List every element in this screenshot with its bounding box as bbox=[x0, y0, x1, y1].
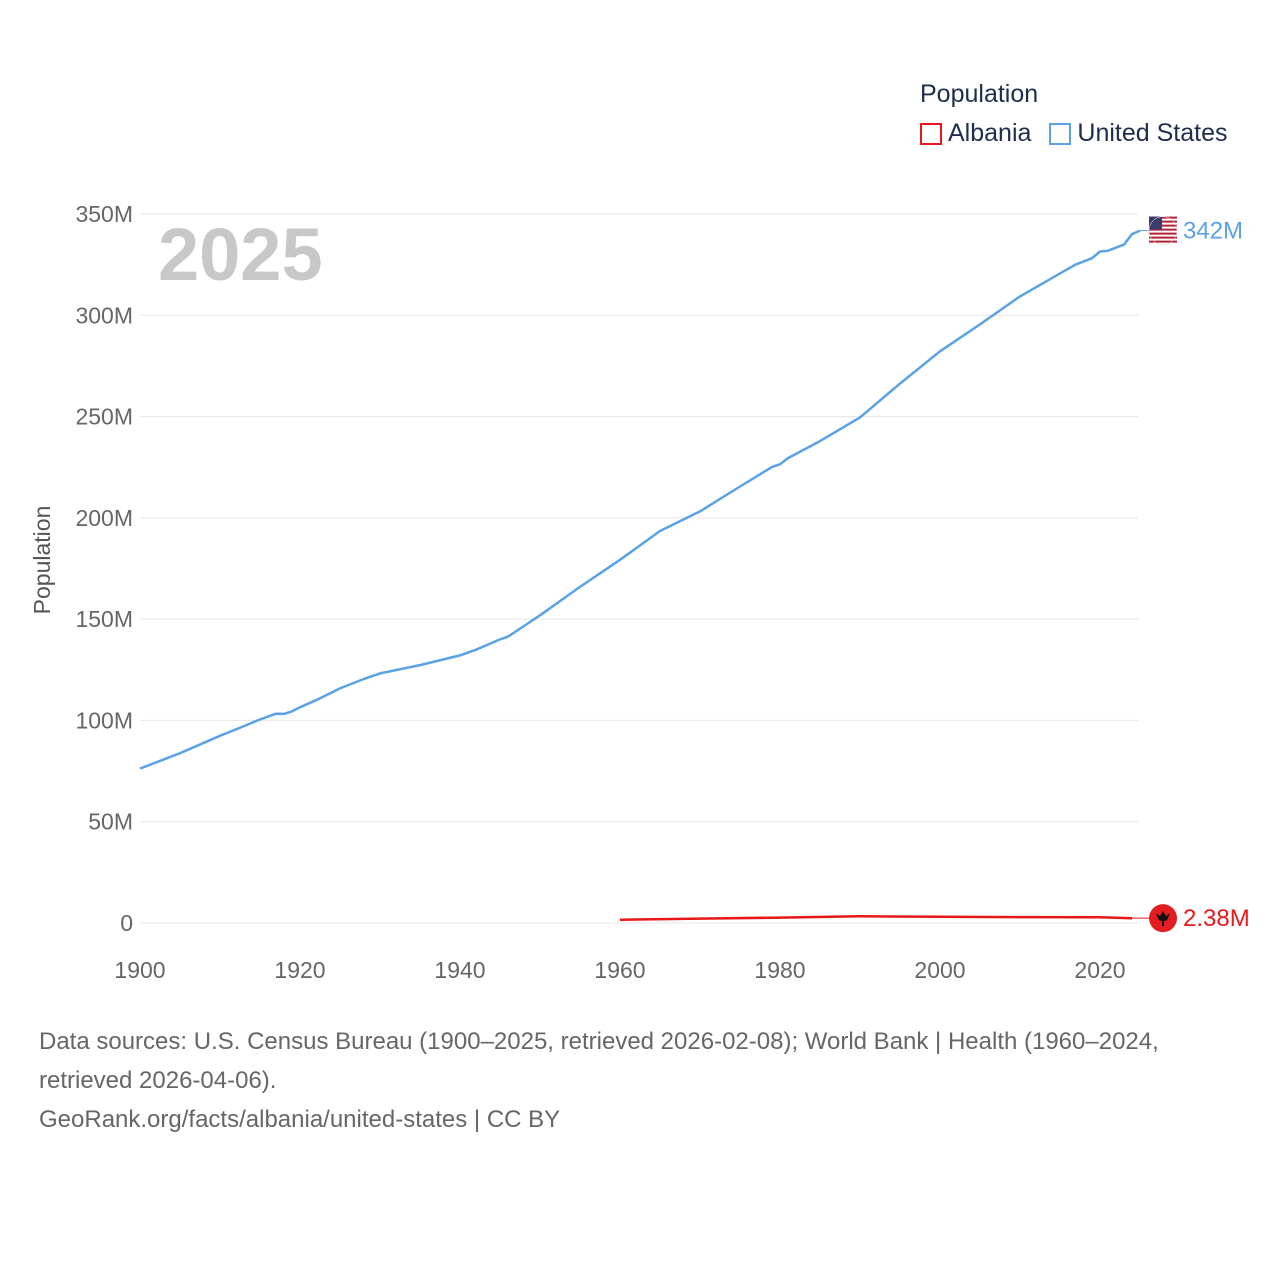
legend-title: Population bbox=[920, 80, 1039, 108]
series-line-albania[interactable] bbox=[619, 915, 1133, 921]
chart-gridlines bbox=[140, 213, 1138, 924]
y-axis-label: Population bbox=[29, 506, 55, 615]
legend: Population Albania United States bbox=[920, 80, 1246, 148]
attribution-link[interactable]: GeoRank.org/facts/albania/united-states … bbox=[39, 1106, 561, 1133]
x-axis-ticks: 1900 1920 1940 1960 1980 2000 2020 bbox=[114, 957, 1125, 983]
data-sources: Data sources: U.S. Census Bureau (1900–2… bbox=[39, 1028, 1159, 1094]
legend-item-albania[interactable]: Albania bbox=[920, 119, 1031, 148]
y-tick-label: 100M bbox=[75, 707, 133, 733]
y-tick-label: 150M bbox=[75, 606, 133, 632]
legend-swatch-albania bbox=[920, 122, 942, 145]
legend-label-albania: Albania bbox=[948, 119, 1032, 147]
y-tick-label: 300M bbox=[75, 302, 133, 328]
series-line-united-states[interactable] bbox=[139, 229, 1141, 770]
albania-flag-icon bbox=[1149, 904, 1177, 933]
y-tick-label: 250M bbox=[75, 404, 133, 430]
legend-items: Albania United States bbox=[920, 119, 1246, 148]
x-tick-label: 2020 bbox=[1074, 957, 1125, 983]
y-tick-label: 50M bbox=[88, 809, 133, 835]
us-flag-icon bbox=[1148, 216, 1178, 246]
x-tick-label: 1940 bbox=[434, 957, 485, 983]
footer: Data sources: U.S. Census Bureau (1900–2… bbox=[39, 1022, 1249, 1139]
series-lines bbox=[139, 229, 1141, 921]
end-label-albania: 2.38M bbox=[1183, 905, 1250, 932]
legend-item-united-states[interactable]: United States bbox=[1049, 119, 1228, 148]
x-tick-label: 2000 bbox=[914, 957, 965, 983]
y-tick-label: 350M bbox=[75, 201, 133, 227]
y-axis-ticks: 0 50M 100M 150M 200M 250M 300M 350M bbox=[75, 201, 133, 936]
population-line-chart: 0 50M 100M 150M 200M 250M 300M 350M 1900 1920 194… bbox=[29, 201, 1250, 983]
x-tick-label: 1980 bbox=[754, 957, 805, 983]
y-tick-label: 200M bbox=[75, 505, 133, 531]
y-tick-label: 0 bbox=[120, 910, 133, 936]
year-overlay: 2025 bbox=[158, 213, 323, 296]
series-end-markers: 342M 2.38M bbox=[1132, 216, 1250, 933]
x-tick-label: 1900 bbox=[114, 957, 165, 983]
legend-label-united-states: United States bbox=[1077, 119, 1228, 147]
x-tick-label: 1960 bbox=[594, 957, 645, 983]
end-label-united-states: 342M bbox=[1183, 218, 1243, 245]
legend-swatch-united-states bbox=[1049, 122, 1072, 145]
x-tick-label: 1920 bbox=[274, 957, 325, 983]
